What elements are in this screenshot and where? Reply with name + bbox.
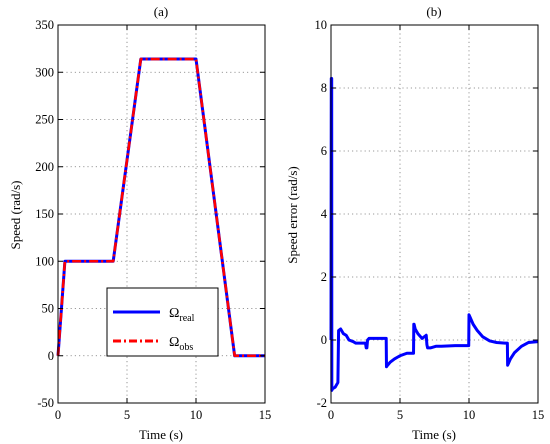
legend: Ωreal Ωobs xyxy=(106,287,219,357)
panel-a-ytick-label-4: 150 xyxy=(35,207,54,221)
panel-b-title: (b) xyxy=(426,4,441,19)
panel-b-ytick-label-6: 10 xyxy=(315,18,328,32)
panel-a-ytick-label-6: 250 xyxy=(35,113,54,127)
panel-a-ytick-label-7: 300 xyxy=(35,65,54,79)
panel-a-xtick-label-2: 10 xyxy=(190,408,203,422)
panel-a-xtick-label-1: 5 xyxy=(124,408,130,422)
panel-a-ytick-label-5: 200 xyxy=(35,160,54,174)
panel-b-xtick-label-3: 15 xyxy=(532,408,545,422)
panel-a-ytick-label-0: -50 xyxy=(37,396,54,410)
panel-a-title: (a) xyxy=(154,4,168,19)
panel-a-ytick-label-8: 350 xyxy=(35,18,54,32)
panel-b-series-0-line xyxy=(329,77,539,392)
panel-a-xtick-label-3: 15 xyxy=(259,408,272,422)
panel-b-ylabel: Speed error (rad/s) xyxy=(285,166,300,263)
panel-a-series-1-line xyxy=(56,57,265,358)
legend-box xyxy=(106,287,219,357)
panel-a-xtick-label-0: 0 xyxy=(55,408,61,422)
panel-b-xtick-label-1: 5 xyxy=(397,408,403,422)
panel-b-ytick-label-2: 2 xyxy=(321,270,327,284)
legend-obs-label: Ωobs xyxy=(169,335,193,353)
panel-a-ylabel: Speed (rad/s) xyxy=(8,181,23,250)
panel-b-xtick-label-2: 10 xyxy=(463,408,476,422)
panel-a-lines xyxy=(56,57,265,358)
panel-b-xtick-label-0: 0 xyxy=(328,408,334,422)
panel-b-ytick-label-1: 0 xyxy=(321,333,327,347)
panel-b-ytick-label-3: 4 xyxy=(321,207,328,221)
panel-b-ytick-label-0: -2 xyxy=(317,396,327,410)
panel-a-ytick-label-3: 100 xyxy=(35,254,54,268)
panel-b-xlabel: Time (s) xyxy=(412,427,456,442)
panel-a-ytick-label-1: 0 xyxy=(48,349,54,363)
panel-b-lines xyxy=(329,77,539,392)
panel-b-ytick-label-4: 6 xyxy=(321,144,327,158)
panel-a-ytick-label-2: 50 xyxy=(42,302,55,316)
panel-b-ytick-label-5: 8 xyxy=(321,81,327,95)
panel-a-xlabel: Time (s) xyxy=(139,427,183,442)
legend-real-label: Ωreal xyxy=(169,306,195,324)
